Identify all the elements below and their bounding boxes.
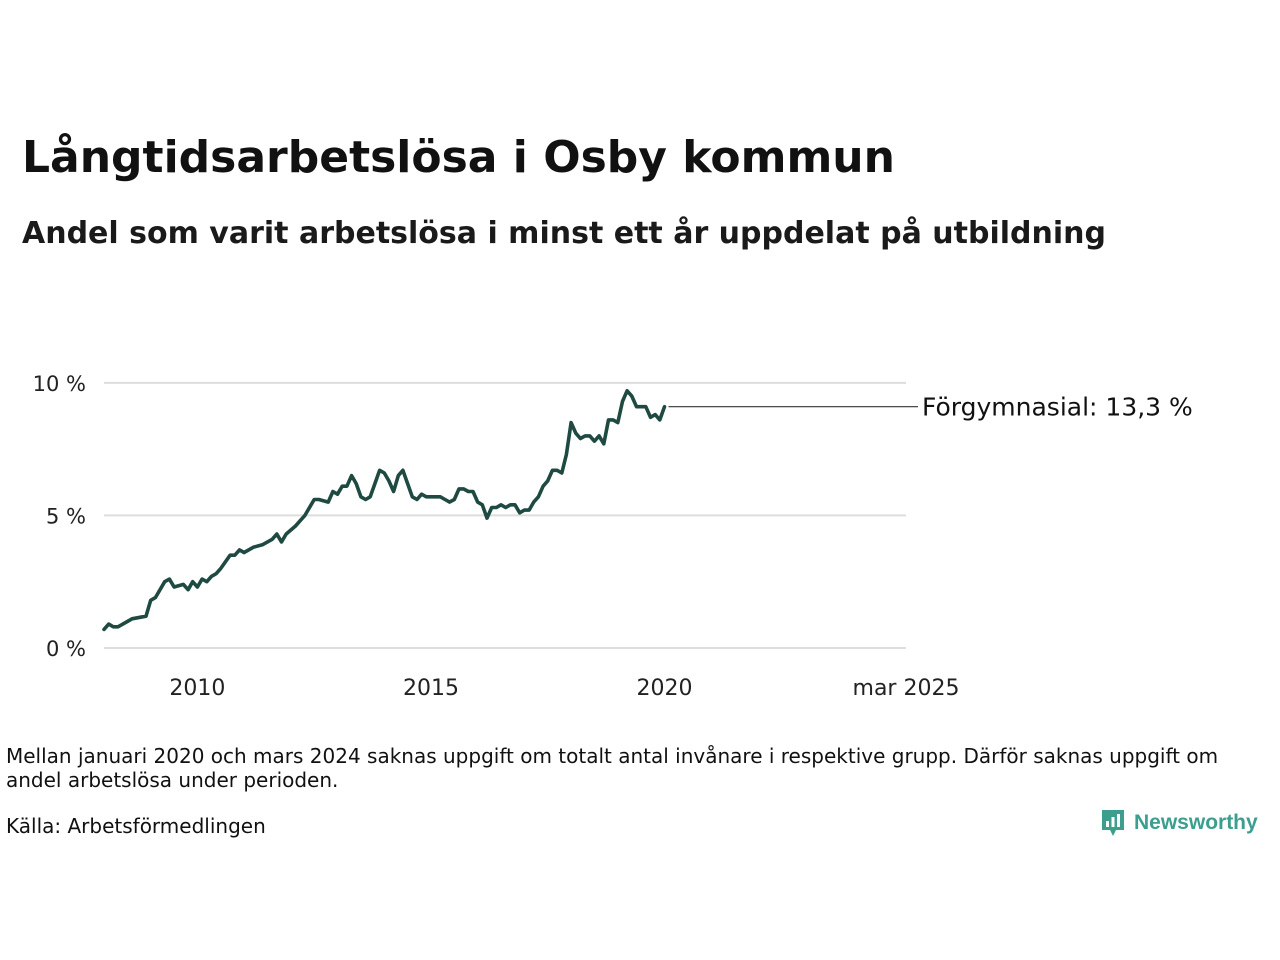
- series-line-förgymnasial-0: [102, 389, 667, 632]
- x-tick-label-1: 2015: [403, 676, 459, 701]
- bar-chart-icon: [1102, 810, 1124, 836]
- end-label-förgymnasial: Förgymnasial: 13,3 %: [922, 393, 1193, 422]
- x-tick-label-0: 2010: [169, 676, 225, 701]
- footnote: Mellan januari 2020 och mars 2024 saknas…: [6, 744, 1219, 792]
- source-text: Källa: Arbetsförmedlingen: [6, 814, 266, 838]
- y-tick-label-0: 0 %: [46, 637, 86, 661]
- y-tick-label-1: 5 %: [46, 504, 86, 528]
- end-labels: Förgymnasial: 13,3 %: [668, 393, 1193, 422]
- chart-title: Långtidsarbetslösa i Osby kommun: [22, 132, 895, 183]
- y-tick-label-2: 10 %: [33, 372, 86, 396]
- x-tick-label-3: mar 2025: [853, 676, 960, 701]
- x-tick-label-2: 2020: [637, 676, 693, 701]
- y-axis: 0 % 5 % 10 %: [33, 372, 86, 661]
- brand-name: Newsworthy: [1134, 811, 1258, 834]
- series-layer: [102, 389, 667, 632]
- x-axis: 2010 2015 2020 mar 2025: [169, 676, 959, 701]
- grid-layer: [104, 381, 906, 649]
- brand-logo: Newsworthy: [1100, 808, 1258, 838]
- chart-subtitle: Andel som varit arbetslösa i minst ett å…: [22, 216, 1106, 251]
- line-chart: 0 % 5 % 10 % 2010 2015 2020 mar 2025 Förgymna…: [33, 372, 1193, 701]
